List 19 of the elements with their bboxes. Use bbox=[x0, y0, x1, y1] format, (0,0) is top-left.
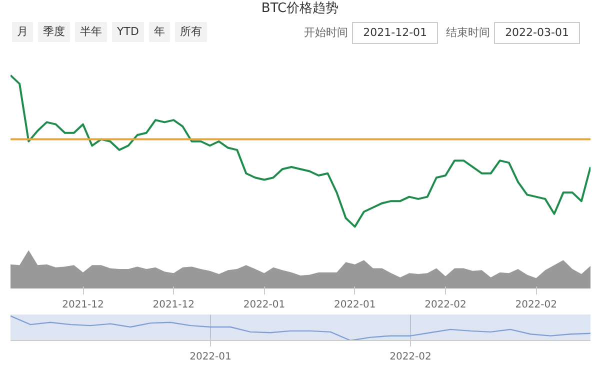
x-tick-label: 2022-01 bbox=[243, 300, 286, 310]
text: YTD bbox=[112, 22, 144, 42]
x-tick-label: 2021-12 bbox=[152, 300, 195, 310]
text: 结束时间 bbox=[446, 26, 490, 39]
chart-title: BTC价格趋势 bbox=[260, 0, 340, 18]
text: 2021-12-01 bbox=[352, 22, 438, 44]
x-tick-label: 2022-02 bbox=[515, 300, 558, 310]
x-tick-label: 2021-12 bbox=[62, 300, 104, 310]
x-tick-label: 2022-01 bbox=[190, 352, 232, 362]
text: 月 bbox=[12, 22, 33, 42]
text: 半年 bbox=[75, 22, 107, 42]
x-tick-label: 2022-02 bbox=[390, 352, 432, 362]
text: 年 bbox=[148, 22, 170, 42]
x-tick-label: 2022-02 bbox=[424, 300, 466, 310]
x-tick-label: 2022-01 bbox=[334, 300, 376, 310]
text: 开始时间 bbox=[304, 26, 348, 39]
text: 所有 bbox=[174, 22, 207, 42]
text: 2022-03-01 bbox=[494, 22, 580, 44]
text: 季度 bbox=[38, 22, 70, 42]
